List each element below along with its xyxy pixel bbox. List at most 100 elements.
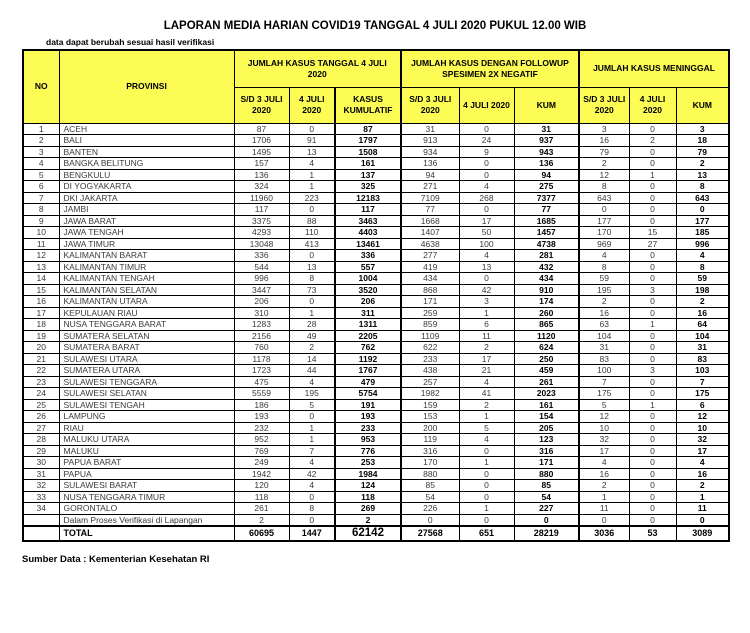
row-value: 259 (400, 306, 460, 319)
subheader-kasus-4juli: 4 JULI 2020 (288, 86, 336, 124)
row-value: 88 (288, 214, 336, 227)
row-no (22, 513, 60, 526)
row-value: 0 (675, 513, 730, 526)
row-no: 17 (22, 306, 60, 319)
row-province: SULAWESI SELATAN (58, 387, 235, 400)
row-value: 0 (628, 410, 677, 423)
row-province: BALI (58, 134, 235, 147)
row-province: SULAWESI BARAT (58, 479, 235, 492)
row-value: 18 (675, 134, 730, 147)
total-followup-sd: 27568 (400, 524, 460, 541)
table-row: 12 KALIMANTAN BARAT 336 0 336 277 4 281 4 0 4 (22, 249, 730, 262)
row-value: 257 (400, 375, 460, 388)
row-value: 31 (578, 341, 630, 354)
table-row: 22 SUMATERA UTARA 1723 44 1767 438 21 459 100 3 10… (22, 364, 730, 377)
row-value: 50 (458, 226, 515, 239)
row-value: 0 (628, 295, 677, 308)
row-value: 137 (334, 168, 402, 181)
row-value: 170 (400, 456, 460, 469)
row-no: 10 (22, 226, 60, 239)
row-value: 1706 (233, 134, 290, 147)
row-value: 0 (400, 513, 460, 526)
row-value: 1723 (233, 364, 290, 377)
table-row: 10 JAWA TENGAH 4293 110 4403 1407 50 1457 170 15 1… (22, 226, 730, 239)
row-no: 24 (22, 387, 60, 400)
row-value: 200 (400, 421, 460, 434)
row-value: 268 (458, 191, 515, 204)
row-province: MALUKU (58, 444, 235, 457)
row-value: 77 (513, 203, 580, 216)
row-province: BANGKA BELITUNG (58, 157, 235, 170)
row-value: 10 (578, 421, 630, 434)
row-value: 0 (628, 249, 677, 262)
table-row: 33 NUSA TENGGARA TIMUR 118 0 118 54 0 54 1 0 1 (22, 490, 730, 503)
row-value: 16 (675, 467, 730, 480)
row-value: 760 (233, 341, 290, 354)
subheader-meninggal-sd: S/D 3 JULI 2020 (578, 86, 630, 124)
row-no: 33 (22, 490, 60, 503)
row-value: 316 (400, 444, 460, 457)
row-value: 913 (400, 134, 460, 147)
row-no: 14 (22, 272, 60, 285)
row-value: 2 (628, 134, 677, 147)
row-value: 2 (578, 479, 630, 492)
row-no: 25 (22, 398, 60, 411)
row-value: 1178 (233, 352, 290, 365)
table-row: 21 SULAWESI UTARA 1178 14 1192 233 17 250 83 0 83 (22, 352, 730, 365)
row-value: 13 (675, 168, 730, 181)
row-value: 7 (578, 375, 630, 388)
data-source: Sumber Data : Kementerian Kesehatan RI (22, 553, 210, 565)
row-value: 0 (578, 513, 630, 526)
row-value: 206 (233, 295, 290, 308)
row-value: 0 (628, 191, 677, 204)
row-value: 0 (628, 180, 677, 193)
row-value: 16 (578, 134, 630, 147)
row-value: 100 (458, 237, 515, 250)
row-value: 0 (628, 122, 677, 135)
row-value: 233 (334, 421, 402, 434)
row-value: 117 (233, 203, 290, 216)
row-value: 624 (513, 341, 580, 354)
row-value: 0 (458, 157, 515, 170)
row-province: PAPUA BARAT (58, 456, 235, 469)
row-province: SUMATERA SELATAN (58, 329, 235, 342)
table-row: Dalam Proses Verifikasi di Lapangan 2 0 2 0 0… (22, 513, 730, 526)
row-value: 13048 (233, 237, 290, 250)
row-value: 1942 (233, 467, 290, 480)
header-group-followup: JUMLAH KASUS DENGAN FOLLOWUP SPESIMEN 2X… (400, 49, 580, 88)
row-value: 0 (513, 513, 580, 526)
row-value: 1 (288, 306, 336, 319)
table-row: 28 MALUKU UTARA 952 1 953 119 4 123 32 0 32 (22, 433, 730, 446)
row-value: 3 (628, 283, 677, 296)
table-row: 20 SUMATERA BARAT 760 2 762 622 2 624 31 0 31 (22, 341, 730, 354)
row-value: 2 (675, 157, 730, 170)
row-value: 260 (513, 306, 580, 319)
total-meninggal-4juli: 53 (628, 524, 677, 541)
row-value: 0 (458, 444, 515, 457)
row-value: 1407 (400, 226, 460, 239)
row-value: 17 (458, 214, 515, 227)
row-value: 311 (334, 306, 402, 319)
row-province: Dalam Proses Verifikasi di Lapangan (58, 513, 235, 526)
row-province: NUSA TENGGARA BARAT (58, 318, 235, 331)
row-no: 28 (22, 433, 60, 446)
row-value: 8 (288, 502, 336, 515)
row-value: 32 (675, 433, 730, 446)
row-no: 18 (22, 318, 60, 331)
row-value: 0 (458, 490, 515, 503)
row-no: 16 (22, 295, 60, 308)
row-value: 159 (400, 398, 460, 411)
table-row: 31 PAPUA 1942 42 1984 880 0 880 16 0 16 (22, 467, 730, 480)
row-value: 249 (233, 456, 290, 469)
row-value: 261 (513, 375, 580, 388)
row-value: 1109 (400, 329, 460, 342)
row-value: 83 (675, 352, 730, 365)
header-group-meninggal: JUMLAH KASUS MENINGGAL (577, 49, 730, 88)
row-no: 11 (22, 237, 60, 250)
row-value: 0 (628, 375, 677, 388)
row-value: 310 (233, 306, 290, 319)
row-province: DI YOGYAKARTA (58, 180, 235, 193)
row-value: 124 (334, 479, 402, 492)
row-value: 73 (288, 283, 336, 296)
row-value: 170 (578, 226, 630, 239)
